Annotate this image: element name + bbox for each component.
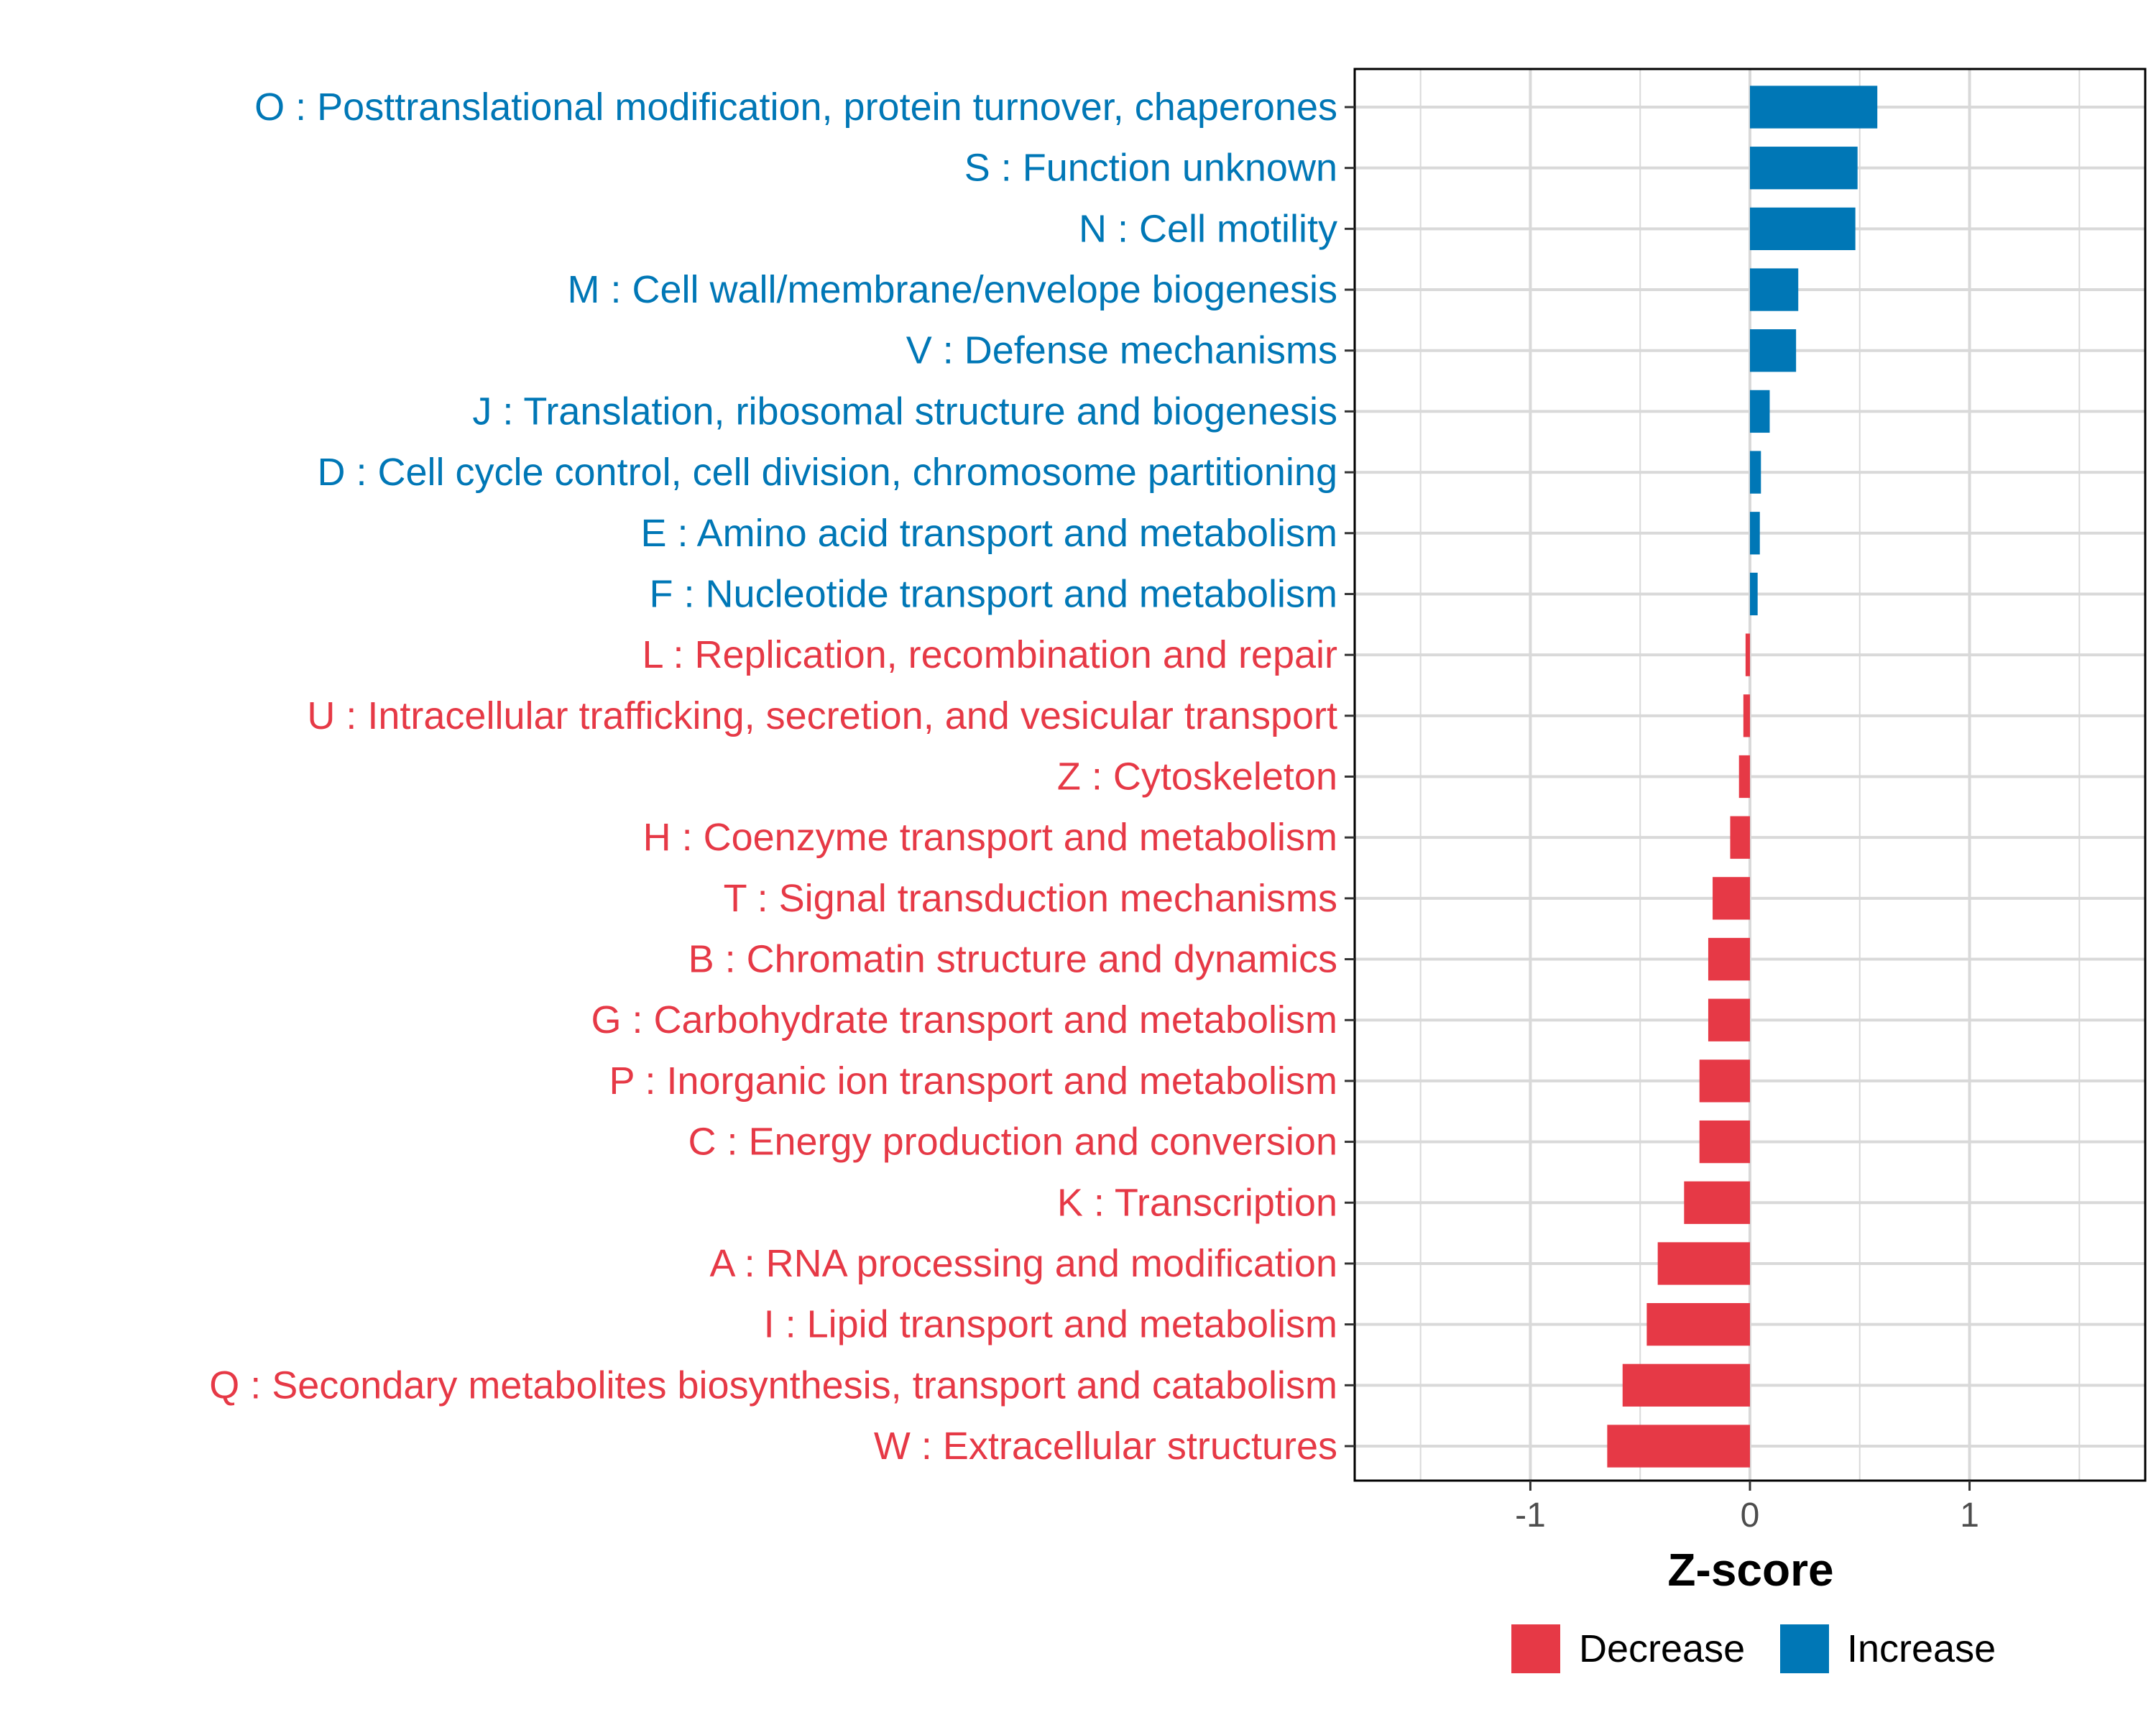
bar-l xyxy=(1745,633,1750,676)
category-label: V : Defense mechanisms xyxy=(906,329,1337,372)
bar-i xyxy=(1646,1302,1750,1346)
legend-label-increase: Increase xyxy=(1847,1627,1996,1670)
category-label: J : Translation, ribosomal structure and… xyxy=(472,390,1337,433)
bar-v xyxy=(1750,329,1797,372)
category-label: S : Function unknown xyxy=(964,147,1337,190)
bar-a xyxy=(1657,1242,1750,1285)
y-axis-ticks xyxy=(1345,106,1355,1448)
x-tick-label: -1 xyxy=(1515,1496,1546,1535)
category-label: W : Extracellular structures xyxy=(874,1425,1337,1468)
x-axis-title: Z-score xyxy=(1667,1544,1833,1596)
category-label: B : Chromatin structure and dynamics xyxy=(688,938,1337,981)
category-label: T : Signal transduction mechanisms xyxy=(724,877,1337,920)
category-label: E : Amino acid transport and metabolism xyxy=(641,512,1337,555)
bar-w xyxy=(1607,1425,1750,1468)
bar-g xyxy=(1708,998,1750,1041)
category-label: P : Inorganic ion transport and metaboli… xyxy=(609,1059,1337,1103)
category-label: F : Nucleotide transport and metabolism xyxy=(650,572,1337,615)
bar-t xyxy=(1713,877,1750,920)
category-label: C : Energy production and conversion xyxy=(688,1121,1337,1164)
bar-z xyxy=(1738,755,1750,799)
bar-o xyxy=(1750,86,1878,129)
bar-p xyxy=(1699,1059,1750,1103)
bar-e xyxy=(1750,512,1760,555)
bar-m xyxy=(1750,268,1799,311)
legend: Decrease Increase xyxy=(1511,1624,1996,1673)
category-label: H : Coenzyme transport and metabolism xyxy=(643,816,1337,859)
category-label: A : RNA processing and modification xyxy=(710,1242,1337,1285)
bar-f xyxy=(1750,572,1758,616)
bar-q xyxy=(1622,1363,1750,1407)
category-label: L : Replication, recombination and repai… xyxy=(642,633,1337,676)
legend-label-decrease: Decrease xyxy=(1579,1627,1745,1670)
x-tick-label: 0 xyxy=(1741,1496,1760,1535)
category-label: N : Cell motility xyxy=(1079,207,1337,250)
category-label: Z : Cytoskeleton xyxy=(1057,755,1337,799)
bar-s xyxy=(1750,147,1858,190)
category-label: K : Transcription xyxy=(1057,1181,1337,1224)
category-label: O : Posttranslational modification, prot… xyxy=(254,86,1337,129)
bar-c xyxy=(1699,1120,1750,1164)
category-label: G : Carbohydrate transport and metabolis… xyxy=(591,998,1338,1041)
bar-j xyxy=(1750,390,1770,433)
bar-u xyxy=(1743,694,1750,737)
bars-group xyxy=(1607,86,1878,1468)
bar-d xyxy=(1750,451,1761,494)
bar-h xyxy=(1730,816,1750,859)
x-axis-ticks xyxy=(1529,1481,1971,1491)
x-tick-label: 1 xyxy=(1960,1496,1979,1535)
bar-k xyxy=(1684,1181,1750,1224)
legend-swatch-decrease xyxy=(1511,1624,1560,1673)
legend-swatch-increase xyxy=(1780,1624,1829,1673)
category-label: D : Cell cycle control, cell division, c… xyxy=(317,451,1337,494)
category-label: Q : Secondary metabolites biosynthesis, … xyxy=(209,1363,1337,1407)
category-label: M : Cell wall/membrane/envelope biogenes… xyxy=(567,268,1337,311)
bar-n xyxy=(1750,207,1856,251)
category-label: U : Intracellular trafficking, secretion… xyxy=(307,694,1337,737)
x-axis-tick-labels: -1 0 1 xyxy=(1515,1496,1979,1535)
category-label: I : Lipid transport and metabolism xyxy=(764,1303,1337,1346)
bar-b xyxy=(1708,937,1750,981)
category-labels: O : Posttranslational modification, prot… xyxy=(209,86,1337,1468)
